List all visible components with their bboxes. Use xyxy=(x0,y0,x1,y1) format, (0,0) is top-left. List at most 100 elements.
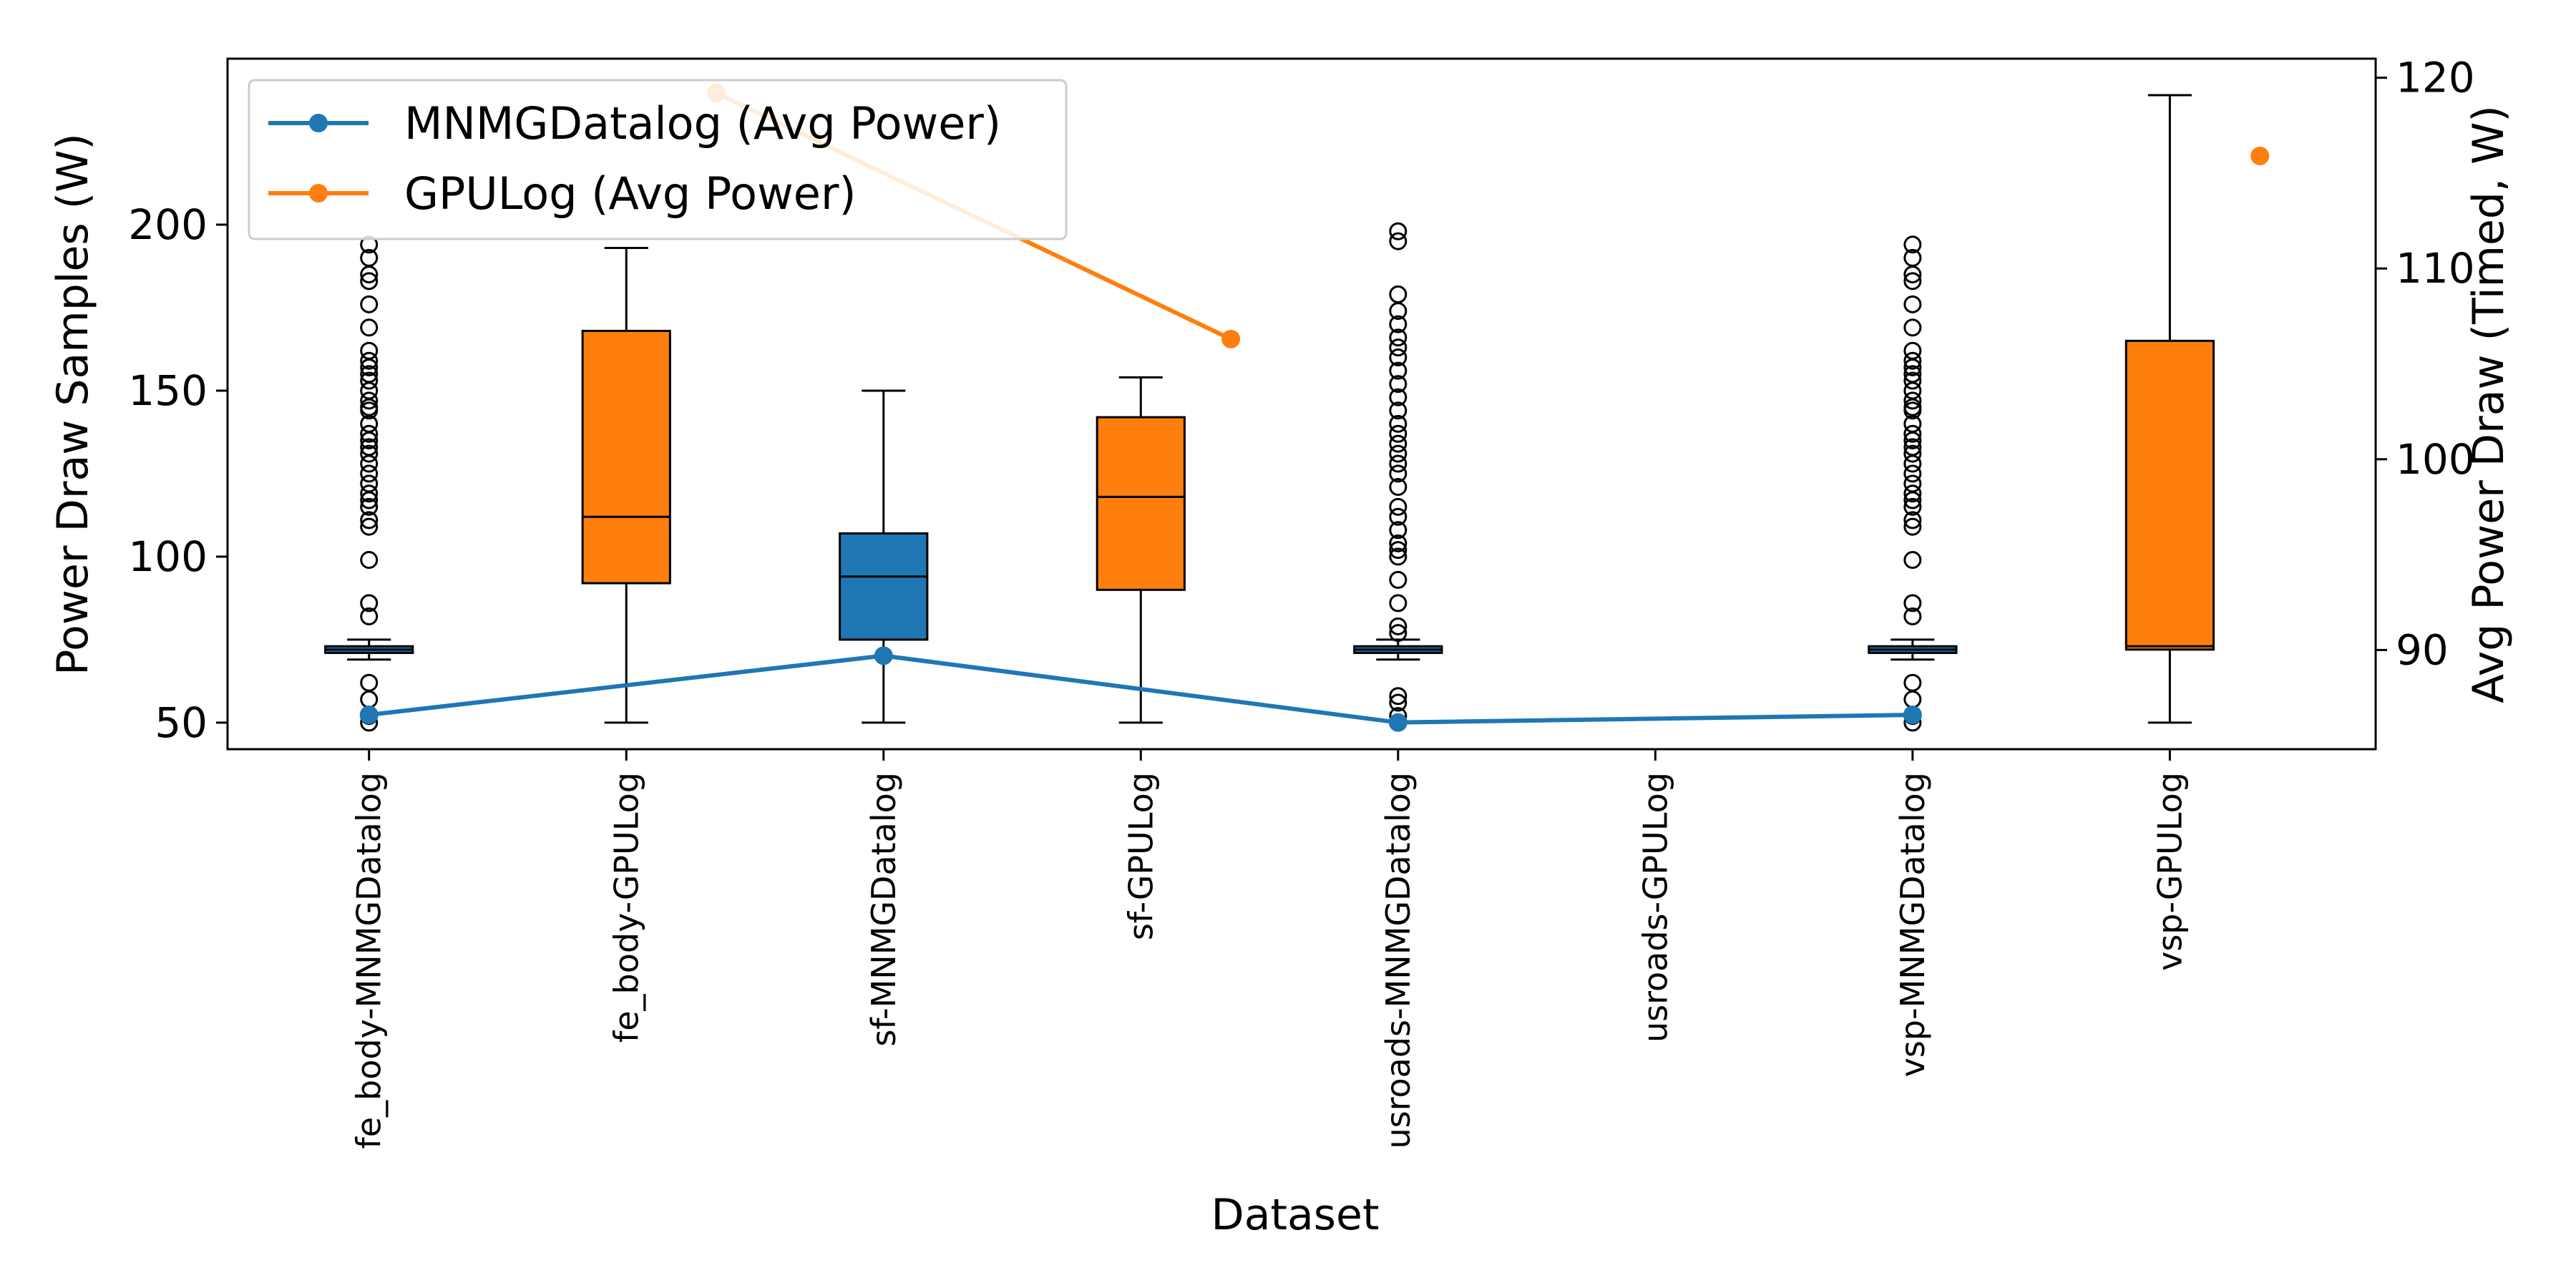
box-sf-GPULog xyxy=(1096,376,1186,724)
outlier-point xyxy=(1903,424,1922,443)
x-tick-label: sf-MNMGDatalog xyxy=(864,772,903,1047)
outlier-point xyxy=(1389,444,1407,463)
outlier-point xyxy=(1389,375,1407,394)
outlier-point xyxy=(360,444,379,463)
outlier-point xyxy=(1903,551,1922,570)
outlier-point xyxy=(1389,424,1407,443)
x-tick-label: sf-GPULog xyxy=(1121,772,1160,940)
y2-tick-label: 120 xyxy=(2396,54,2475,102)
outlier-point xyxy=(360,517,379,536)
box-iqr xyxy=(839,532,929,641)
outlier-point xyxy=(1389,687,1407,706)
outlier-point xyxy=(1389,338,1407,357)
outlier-point xyxy=(1903,341,1922,360)
legend-marker xyxy=(309,184,328,203)
outlier-point xyxy=(1903,474,1922,493)
outlier-point xyxy=(360,371,379,390)
outlier-point xyxy=(1903,351,1922,370)
outlier-point xyxy=(360,594,379,613)
outlier-point xyxy=(360,295,379,313)
outlier-point xyxy=(360,464,379,483)
outlier-point xyxy=(360,391,379,410)
x-tick-label: vsp-MNMGDatalog xyxy=(1893,772,1932,1077)
outlier-point xyxy=(1389,232,1407,250)
x-tick-label: vsp-GPULog xyxy=(2150,772,2189,971)
outlier-point xyxy=(1903,594,1922,613)
axes-layer: 50 100 150 200 90 100 110 120 fe_body-MNMGDatalo… xyxy=(128,54,2474,1149)
outlier-point xyxy=(1389,693,1407,712)
box-iqr xyxy=(1096,416,1186,591)
y2-tick-label: 90 xyxy=(2396,625,2449,674)
y-tick-label: 200 xyxy=(128,200,208,249)
outlier-point xyxy=(1389,388,1407,406)
y2-axis-label: Avg Power Draw (Timed, W) xyxy=(2464,105,2514,703)
box-sf-MNMGDatalog xyxy=(839,389,929,724)
outlier-point xyxy=(1389,477,1407,496)
y2-tick-label: 110 xyxy=(2396,244,2475,293)
box-fe_body-GPULog xyxy=(581,246,671,724)
outlier-point xyxy=(1389,464,1407,483)
outlier-point xyxy=(1903,235,1922,254)
outlier-point xyxy=(1903,484,1922,503)
outlier-point xyxy=(1903,464,1922,483)
outlier-point xyxy=(1389,328,1407,347)
outlier-point xyxy=(360,424,379,443)
outlier-point xyxy=(360,365,379,384)
boxes-layer xyxy=(324,94,2215,732)
box-iqr xyxy=(2124,339,2215,651)
outlier-point xyxy=(1903,517,1922,536)
outlier-point xyxy=(1903,497,1922,516)
plot-frame xyxy=(226,57,2377,751)
outlier-point xyxy=(1903,673,1922,692)
outlier-point xyxy=(360,341,379,360)
legend: MNMGDatalog (Avg Power) GPULog (Avg Power… xyxy=(248,79,1068,240)
series-mnmg xyxy=(359,646,1922,732)
outlier-point xyxy=(1389,521,1407,540)
x-axis-label: Dataset xyxy=(1211,1190,1380,1240)
outlier-point xyxy=(1903,438,1922,457)
outlier-point xyxy=(360,248,379,267)
series-point xyxy=(1221,329,1241,348)
legend-label: GPULog (Avg Power) xyxy=(404,167,857,220)
outlier-point xyxy=(1903,371,1922,390)
outlier-point xyxy=(360,497,379,516)
x-tick-label: usroads-MNMGDatalog xyxy=(1379,772,1418,1149)
outlier-point xyxy=(360,474,379,493)
series-point xyxy=(2250,146,2270,165)
outlier-point xyxy=(360,551,379,570)
outlier-point xyxy=(1903,511,1922,530)
y-tick-label: 150 xyxy=(128,366,208,415)
legend-box xyxy=(248,79,1068,240)
outlier-point xyxy=(360,511,379,530)
outlier-point xyxy=(360,272,379,291)
outlier-point xyxy=(1903,248,1922,267)
outlier-point xyxy=(1389,222,1407,240)
outlier-point xyxy=(1389,624,1407,643)
legend-marker xyxy=(309,114,328,132)
outlier-point xyxy=(1903,391,1922,410)
outlier-point xyxy=(360,351,379,370)
outlier-point xyxy=(360,607,379,625)
outlier-point xyxy=(1903,365,1922,384)
y-axis-label: Power Draw Samples (W) xyxy=(48,133,98,675)
outlier-point xyxy=(1389,454,1407,473)
x-tick-label: fe_body-MNMGDatalog xyxy=(350,772,389,1148)
box-fe_body-MNMGDatalog xyxy=(324,235,414,732)
series-point xyxy=(874,646,893,665)
outlier-point xyxy=(1389,497,1407,516)
outlier-point xyxy=(1903,295,1922,313)
legend-label: MNMGDatalog (Avg Power) xyxy=(404,97,1001,150)
series-point xyxy=(1903,706,1922,725)
box-vsp-MNMGDatalog xyxy=(1868,235,1958,732)
outlier-point xyxy=(1903,444,1922,463)
outlier-point xyxy=(1389,594,1407,613)
outlier-point xyxy=(1389,401,1407,420)
box-vsp-GPULog xyxy=(2124,94,2215,724)
series-point xyxy=(359,706,379,725)
outlier-point xyxy=(360,673,379,692)
outlier-point xyxy=(360,484,379,503)
outlier-point xyxy=(1389,541,1407,560)
outlier-point xyxy=(1389,285,1407,303)
x-tick-label: fe_body-GPULog xyxy=(607,772,645,1043)
